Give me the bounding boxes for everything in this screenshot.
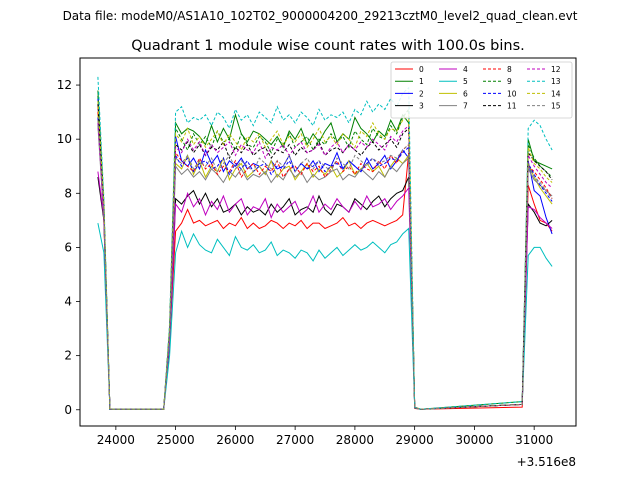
x-tick-label: 31000 (515, 433, 553, 447)
y-tick-label: 0 (64, 403, 72, 417)
series-line-12 (97, 122, 553, 410)
x-tick-label: 28000 (336, 433, 374, 447)
legend-label-2: 2 (419, 89, 424, 98)
figure-suptitle: Data file: modeM0/AS1A10_102T02_90000042… (63, 9, 578, 23)
legend-label-7: 7 (463, 102, 468, 111)
y-tick-label: 2 (64, 349, 72, 363)
legend-label-4: 4 (463, 65, 468, 74)
plot-series (97, 76, 553, 410)
series-line-3 (97, 176, 553, 410)
legend-label-10: 10 (507, 89, 517, 98)
y-axis: 0 2 4 6 8 10 12 (57, 78, 80, 417)
legend-label-5: 5 (463, 77, 468, 86)
x-tick-label: 30000 (455, 433, 493, 447)
legend-label-13: 13 (551, 77, 561, 86)
series-line-1 (97, 90, 553, 410)
series-line-11 (97, 103, 553, 410)
legend-label-0: 0 (419, 65, 424, 74)
legend-box (390, 61, 573, 119)
series-line-4 (97, 171, 553, 410)
series-line-5 (97, 223, 553, 410)
y-tick-label: 8 (64, 186, 72, 200)
x-tick-label: 24000 (97, 433, 135, 447)
series-line-13 (97, 76, 553, 410)
legend-label-11: 11 (507, 102, 517, 111)
legend-label-8: 8 (507, 65, 512, 74)
legend-label-15: 15 (551, 102, 561, 111)
series-line-6 (97, 114, 553, 410)
legend-label-1: 1 (419, 77, 424, 86)
x-tick-label: 29000 (396, 433, 434, 447)
plot-frame (79, 57, 577, 427)
legend-label-12: 12 (551, 65, 561, 74)
y-tick-label: 4 (64, 295, 72, 309)
legend-label-6: 6 (463, 89, 468, 98)
x-offset-label: +3.516e8 (517, 455, 576, 469)
legend-label-14: 14 (551, 89, 561, 98)
x-tick-label: 27000 (276, 433, 314, 447)
y-tick-label: 12 (57, 78, 72, 92)
chart-title: Quadrant 1 module wise count rates with … (131, 38, 525, 54)
legend-label-9: 9 (507, 77, 512, 86)
legend-label-3: 3 (419, 102, 424, 111)
series-line-2 (97, 98, 553, 410)
series-line-15 (97, 120, 553, 410)
series-line-7 (97, 125, 553, 410)
series-line-9 (97, 95, 553, 410)
x-tick-label: 26000 (216, 433, 254, 447)
series-line-10 (97, 117, 553, 410)
x-tick-label: 25000 (157, 433, 195, 447)
x-axis: 24000 25000 26000 27000 28000 29000 30000 31000 (97, 426, 553, 447)
series-line-0 (97, 112, 553, 410)
y-tick-label: 6 (64, 240, 72, 254)
series-line-14 (97, 101, 553, 410)
y-tick-label: 10 (57, 132, 72, 146)
